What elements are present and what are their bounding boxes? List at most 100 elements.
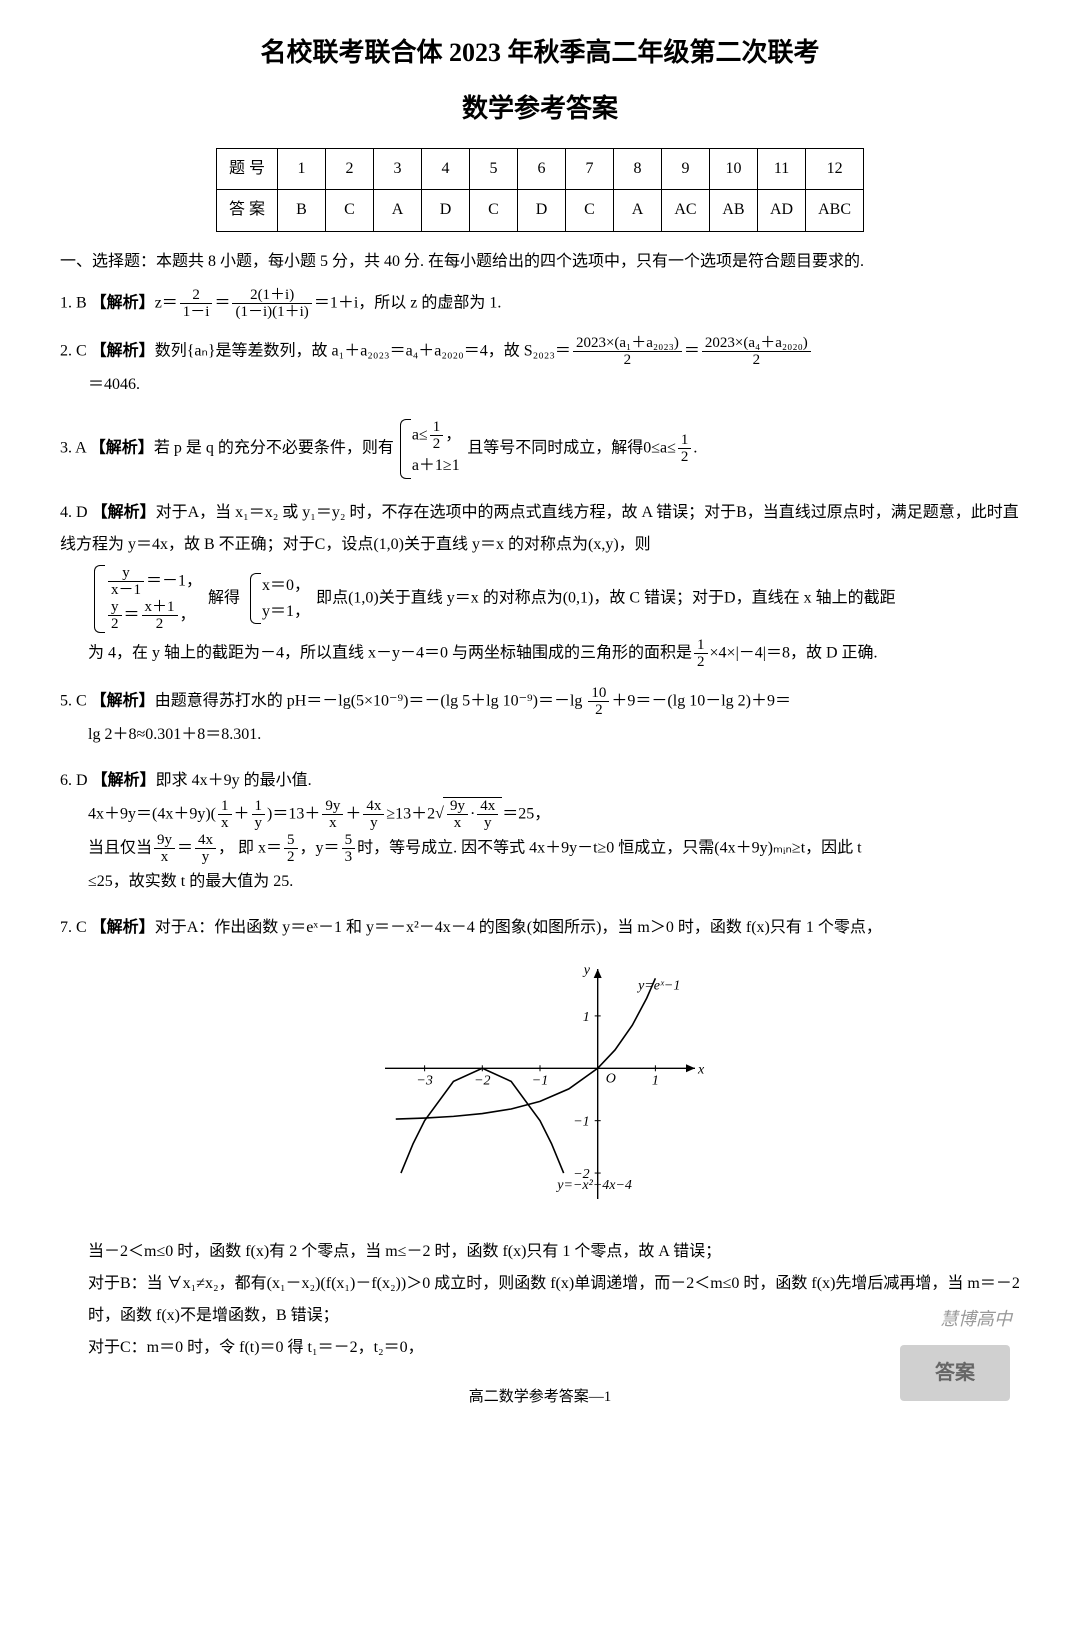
problem-7: 7. C 【解析】对于A：作出函数 y＝eˣ－1 和 y＝－x²－4x－4 的图…	[60, 912, 1020, 1364]
svg-text:1: 1	[583, 1009, 590, 1024]
analysis-tag: 【解析】	[90, 439, 154, 456]
watermark-box: 答案	[900, 1345, 1010, 1401]
answer-cell: C	[566, 190, 614, 232]
text: 对于B：当 ∀x₁≠x₂，都有(x₁－x₂)(f(x₁)－f(x₂))＞0 成立…	[60, 1268, 1020, 1332]
fraction: 12	[678, 432, 692, 466]
text: 4x＋9y＝(4x＋9y)	[88, 805, 211, 822]
answer-cell: D	[422, 190, 470, 232]
col-num: 1	[278, 148, 326, 190]
fraction: 9yx	[154, 832, 175, 866]
page-subtitle: 数学参考答案	[60, 85, 1020, 132]
page-title: 名校联考联合体 2023 年秋季高二年级第二次联考	[60, 30, 1020, 77]
svg-text:−2: −2	[474, 1073, 490, 1088]
problem-5: 5. C 【解析】由题意得苏打水的 pH＝－lg(5×10⁻⁹)＝－(lg 5＋…	[60, 685, 1020, 751]
svg-text:y=−x²−4x−4: y=−x²−4x−4	[555, 1177, 632, 1192]
text: ，y＝	[300, 839, 340, 856]
answer-cell: A	[374, 190, 422, 232]
text: ＋9＝－(lg 10－lg 2)＋9＝	[611, 692, 791, 709]
answer-cell: ABC	[806, 190, 864, 232]
analysis-tag: 【解析】	[92, 772, 156, 789]
col-num: 4	[422, 148, 470, 190]
col-num: 6	[518, 148, 566, 190]
fraction: 2023×(a₁＋a₂₀₂₃)2	[573, 335, 682, 369]
problem-3: 3. A 【解析】若 p 是 q 的充分不必要条件，则有a≤12，a＋1≥1 且…	[60, 415, 1020, 483]
answer-cell: AD	[758, 190, 806, 232]
fraction: 53	[342, 832, 356, 866]
analysis-tag: 【解析】	[91, 295, 155, 312]
brace-system: yx－1＝－1， y2＝x＋12，	[90, 565, 202, 633]
svg-text:y: y	[582, 963, 591, 978]
text: 且等号不同时成立，解得0≤a≤	[467, 439, 676, 456]
problem-number: 6. D	[60, 772, 88, 789]
svg-text:−3: −3	[416, 1073, 432, 1088]
text: ， 即 x＝	[218, 839, 282, 856]
fraction: 9yx	[322, 798, 343, 832]
col-num: 10	[710, 148, 758, 190]
chart-svg: −3−2−11−2−11Oxyy=eˣ−1y=−x²−4x−4	[370, 954, 710, 1214]
text: 数列{aₙ}是等差数列，故 a₁＋a₂₀₂₃＝a₄＋a₂₀₂₀＝4，故 S₂₀₂…	[155, 343, 571, 360]
problem-1: 1. B 【解析】z＝21－i＝2(1＋i)(1－i)(1＋i)＝1＋i，所以 …	[60, 287, 1020, 321]
analysis-tag: 【解析】	[91, 343, 155, 360]
answer-cell: C	[326, 190, 374, 232]
problem-number: 3. A	[60, 439, 86, 456]
fraction: 21－i	[180, 287, 213, 321]
section-intro: 一、选择题：本题共 8 小题，每小题 5 分，共 40 分. 在每小题给出的四个…	[60, 248, 1020, 277]
text: ≥13＋2	[386, 805, 435, 822]
col-num: 9	[662, 148, 710, 190]
problem-number: 2. C	[60, 343, 87, 360]
text: ＝25，	[502, 805, 550, 822]
problem-4: 4. D 【解析】对于A，当 x₁＝x₂ 或 y₁＝y₂ 时，不存在选项中的两点…	[60, 497, 1020, 671]
header-label: 题 号	[216, 148, 277, 190]
fraction: 4xy	[195, 832, 216, 866]
svg-text:x: x	[697, 1062, 705, 1077]
answer-cell: C	[470, 190, 518, 232]
text: ＝13＋	[272, 805, 320, 822]
svg-text:1: 1	[652, 1073, 659, 1088]
text: ＝1＋i，所以 z 的虚部为 1.	[314, 295, 502, 312]
text: ＝	[214, 295, 230, 312]
answer-cell: B	[278, 190, 326, 232]
text: lg 2＋8≈0.301＋8＝8.301.	[60, 719, 1020, 751]
svg-text:−1: −1	[573, 1114, 589, 1129]
fraction: 2023×(a₄＋a₂₀₂₀)2	[702, 335, 811, 369]
col-num: 8	[614, 148, 662, 190]
svg-text:O: O	[606, 1071, 616, 1086]
text: ×4×|－4|＝8，故 D 正确.	[710, 644, 878, 661]
text: ＝	[684, 343, 700, 360]
analysis-tag: 【解析】	[92, 504, 156, 521]
text: ＋	[345, 805, 361, 822]
fraction: 4xy	[363, 798, 384, 832]
svg-text:−1: −1	[532, 1073, 548, 1088]
fraction: 1y	[252, 798, 266, 832]
text: 解得	[208, 589, 240, 606]
watermark-text: 慧博高中	[940, 1303, 1012, 1335]
row-label: 答 案	[216, 190, 277, 232]
text: 即求 4x＋9y 的最小值.	[156, 772, 312, 789]
text: 对于A，当 x₁＝x₂ 或 y₁＝y₂ 时，不存在选项中的两点式直线方程，故 A…	[60, 504, 1019, 553]
text: 即点(1,0)关于直线 y＝x 的对称点为(0,1)，故 C 错误；对于D，直线…	[316, 589, 896, 606]
problem-6: 6. D 【解析】即求 4x＋9y 的最小值. 4x＋9y＝(4x＋9y)(1x…	[60, 765, 1020, 898]
col-num: 11	[758, 148, 806, 190]
analysis-tag: 【解析】	[91, 919, 155, 936]
col-num: 5	[470, 148, 518, 190]
fraction: 52	[284, 832, 298, 866]
text: 对于C：m＝0 时，令 f(t)＝0 得 t₁＝－2，t₂＝0，	[60, 1332, 1020, 1364]
fraction: 1x	[218, 798, 232, 832]
fraction: 2(1＋i)(1－i)(1＋i)	[232, 287, 311, 321]
problem-number: 7. C	[60, 919, 87, 936]
problem-number: 1. B	[60, 295, 87, 312]
text: 为 4，在 y 轴上的截距为－4，所以直线 x－y－4＝0 与两坐标轴围成的三角…	[88, 644, 692, 661]
page-footer: 高二数学参考答案—1	[60, 1384, 1020, 1411]
answer-cell: AB	[710, 190, 758, 232]
col-num: 2	[326, 148, 374, 190]
col-num: 12	[806, 148, 864, 190]
brace-system: a≤12，a＋1≥1	[396, 419, 461, 479]
text: 对于A：作出函数 y＝eˣ－1 和 y＝－x²－4x－4 的图象(如图所示)，当…	[155, 919, 882, 936]
sqrt: 9yx·4xy	[443, 797, 502, 832]
fraction: 12	[694, 637, 708, 671]
text: ＝4046.	[60, 369, 1020, 401]
text: 当且仅当	[88, 839, 152, 856]
text: 由题意得苏打水的 pH＝－lg(5×10⁻⁹)＝－(lg 5＋lg 10⁻⁹)＝…	[155, 692, 587, 709]
answer-cell: AC	[662, 190, 710, 232]
function-chart: −3−2−11−2−11Oxyy=eˣ−1y=−x²−4x−4	[60, 954, 1020, 1226]
